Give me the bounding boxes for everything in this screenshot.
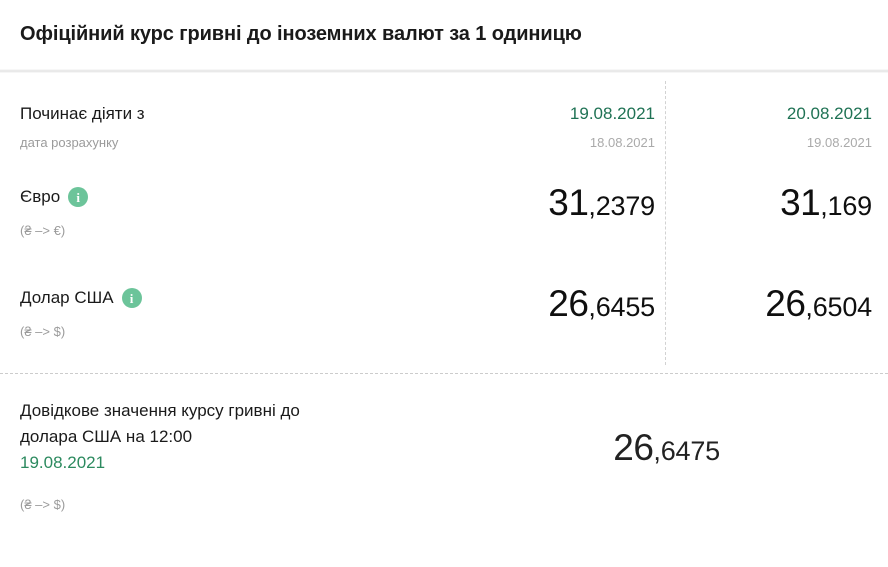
reference-title-line-1: Довідкове значення курсу гривні до	[20, 401, 300, 420]
rate-value: 31,2379	[460, 171, 655, 228]
reference-label-cell: Довідкове значення курсу гривні до долар…	[20, 398, 540, 515]
currency-name-usd: Долар США i	[20, 272, 460, 310]
rate-cell-euro-2: 31,169	[677, 171, 880, 228]
rate-value: 26,6455	[460, 272, 655, 329]
currency-direction-euro: (₴ –> €)	[20, 223, 66, 238]
currency-name-euro: Євро i	[20, 171, 460, 209]
page-header: Офіційний курс гривні до іноземних валют…	[0, 0, 888, 69]
reference-rate-section: Довідкове значення курсу гривні до долар…	[0, 374, 888, 515]
table-header-column-1: 19.08.2021 18.08.2021	[460, 85, 677, 153]
reference-date: 19.08.2021	[20, 453, 106, 472]
rate-integer-part: 31	[548, 182, 589, 223]
header-divider	[0, 69, 888, 73]
reference-title-line-2: долара США на 12:00	[20, 427, 193, 446]
rate-integer-part: 26	[613, 427, 654, 468]
table-header-label-cell: Починає діяти з дата розрахунку	[20, 85, 460, 153]
rate-fraction-part: ,6504	[805, 292, 872, 322]
calculation-date-label: дата розрахунку	[20, 135, 119, 150]
info-icon[interactable]: i	[68, 187, 89, 207]
currency-name-text: Євро	[20, 187, 61, 206]
info-icon[interactable]: i	[121, 288, 142, 308]
section-divider	[0, 373, 888, 374]
calc-date-2: 19.08.2021	[806, 135, 872, 150]
column-divider	[665, 81, 666, 365]
rate-value: 31,169	[677, 171, 872, 228]
table-header-row: Починає діяти з дата розрахунку 19.08.20…	[0, 85, 888, 171]
rate-integer-part: 26	[765, 283, 806, 324]
rate-integer-part: 31	[780, 182, 821, 223]
rates-table: Починає діяти з дата розрахунку 19.08.20…	[0, 73, 888, 373]
page-title: Офіційний курс гривні до іноземних валют…	[20, 23, 582, 45]
table-row: Долар США i (₴ –> $) 26,6455 26,6504	[0, 272, 888, 373]
reference-value-cell: 26,6475	[540, 398, 880, 473]
effective-date-2: 20.08.2021	[786, 104, 872, 123]
rate-cell-usd-1: 26,6455	[460, 272, 677, 329]
rate-cell-euro-1: 31,2379	[460, 171, 677, 228]
table-row: Євро i (₴ –> €) 31,2379 31,169	[0, 171, 888, 272]
rate-fraction-part: ,6475	[653, 436, 720, 466]
currency-label-cell-usd: Долар США i (₴ –> $)	[20, 272, 460, 342]
effective-date-1: 19.08.2021	[569, 104, 655, 123]
currency-label-cell-euro: Євро i (₴ –> €)	[20, 171, 460, 241]
rate-value: 26,6504	[677, 272, 872, 329]
rate-integer-part: 26	[548, 283, 589, 324]
rate-fraction-part: ,169	[820, 191, 872, 221]
table-header-column-2: 20.08.2021 19.08.2021	[677, 85, 880, 153]
currency-name-text: Долар США	[20, 288, 114, 307]
rate-fraction-part: ,2379	[588, 191, 655, 221]
calc-date-1: 18.08.2021	[589, 135, 655, 150]
reference-direction: (₴ –> $)	[20, 497, 66, 512]
rate-cell-usd-2: 26,6504	[677, 272, 880, 329]
effective-from-label: Починає діяти з	[20, 104, 145, 123]
currency-direction-usd: (₴ –> $)	[20, 324, 66, 339]
rate-fraction-part: ,6455	[588, 292, 655, 322]
